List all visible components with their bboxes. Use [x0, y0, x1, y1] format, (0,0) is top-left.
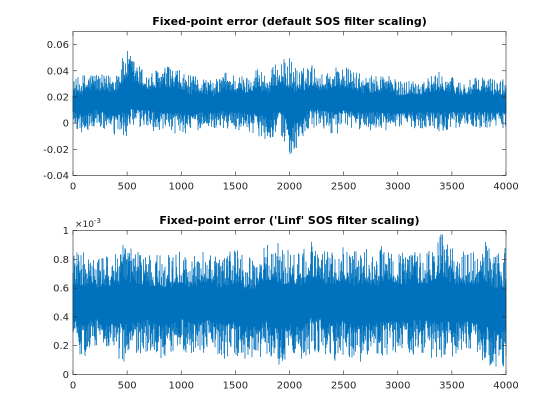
x-tick-label: 0: [70, 381, 76, 392]
x-tick-label: 3000: [385, 182, 410, 193]
x-tick-label: 4000: [493, 381, 518, 392]
x-tick-label: 500: [118, 381, 137, 392]
y-tick-label: 0.8: [53, 255, 69, 266]
x-tick-label: 1500: [223, 182, 248, 193]
x-tick-label: 4000: [493, 182, 518, 193]
x-tick-label: 3500: [439, 381, 464, 392]
x-tick-label: 2000: [277, 381, 302, 392]
y-tick-label: 0.02: [47, 92, 69, 103]
x-tick-label: 3500: [439, 182, 464, 193]
y-tick-label: 1: [63, 226, 69, 237]
axis-ticks: 0 500 1000 1500 2000 2500 3000 3500 4000 0 0.2 0.4 0…: [53, 226, 519, 392]
x-tick-label: 1000: [169, 182, 194, 193]
chart-title: Fixed-point error ('Linf' SOS filter sca…: [159, 214, 419, 227]
x-tick-label: 0: [70, 182, 76, 193]
y-tick-label: 0.04: [47, 66, 69, 77]
subplot-default-scaling: Fixed-point error (default SOS filter sc…: [43, 15, 519, 193]
y-axis-exponent-base: ×10: [75, 220, 94, 230]
x-tick-label: 2000: [277, 182, 302, 193]
y-tick-label: 0: [63, 370, 69, 381]
y-tick-label: -0.02: [43, 145, 69, 156]
x-tick-label: 2500: [331, 182, 356, 193]
y-tick-label: -0.04: [43, 171, 69, 182]
axis-ticks: 0 500 1000 1500 2000 2500 3000 3500 4000 -0.04 -0.…: [43, 31, 519, 193]
y-tick-label: 0: [63, 119, 69, 130]
chart-title: Fixed-point error (default SOS filter sc…: [152, 15, 426, 28]
x-tick-label: 1500: [223, 381, 248, 392]
y-tick-label: 0.4: [53, 312, 69, 323]
x-tick-label: 2500: [331, 381, 356, 392]
x-tick-label: 1000: [169, 381, 194, 392]
y-tick-label: 0.6: [53, 284, 69, 295]
x-tick-label: 500: [118, 182, 137, 193]
x-tick-label: 3000: [385, 381, 410, 392]
y-axis-exponent: ×10-3: [75, 217, 101, 230]
y-tick-label: 0.2: [53, 341, 69, 352]
y-axis-exponent-power: -3: [94, 217, 101, 225]
subplot-linf-scaling: Fixed-point error ('Linf' SOS filter sca…: [53, 214, 519, 392]
y-tick-label: 0.06: [47, 40, 69, 51]
